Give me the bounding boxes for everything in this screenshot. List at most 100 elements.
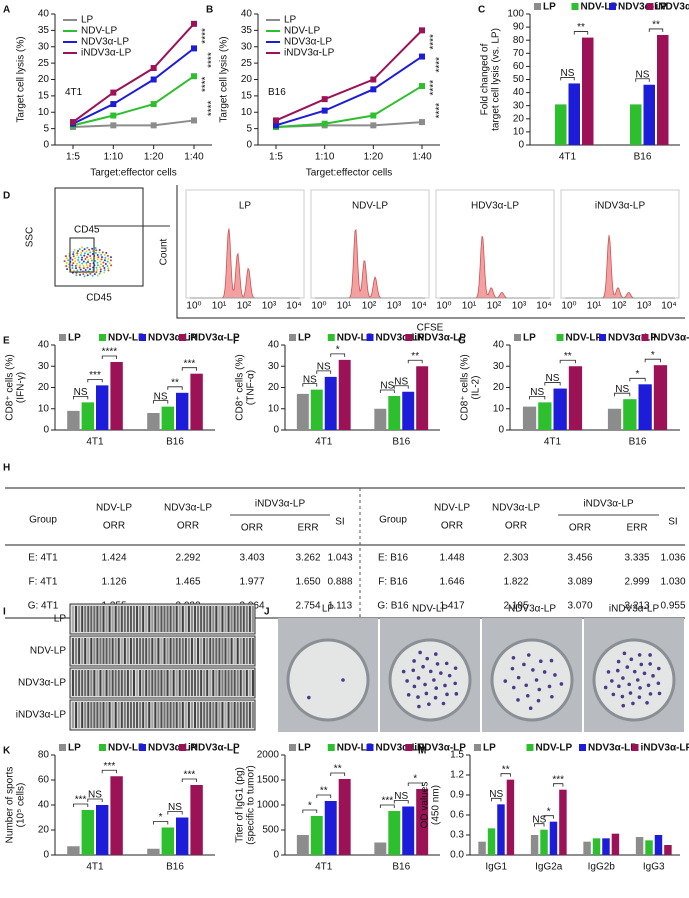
x-tick-label: B16 xyxy=(629,437,647,448)
bar xyxy=(506,779,515,855)
table-header: SI xyxy=(668,517,677,528)
flow-dot xyxy=(81,262,84,265)
spot xyxy=(418,650,422,655)
gel-band xyxy=(151,670,154,696)
gel-band xyxy=(163,670,166,696)
significance: ** xyxy=(334,764,342,775)
significance-bracket xyxy=(543,815,554,819)
significance-bracket xyxy=(544,382,561,386)
significance-bracket xyxy=(559,359,576,364)
y-tick-label: 10 xyxy=(268,403,280,414)
gel-band xyxy=(215,638,218,664)
table-subheader: ORR xyxy=(177,521,199,532)
gel-band xyxy=(133,638,135,664)
significance: NS xyxy=(532,814,546,825)
gel-band xyxy=(78,638,81,664)
gel-band xyxy=(248,638,251,664)
gel-band xyxy=(224,638,227,664)
gel-band xyxy=(242,702,245,728)
histogram xyxy=(336,228,416,299)
flow-dot xyxy=(102,261,105,264)
flow-dot xyxy=(77,256,80,259)
significance: **** xyxy=(201,76,212,92)
bar xyxy=(81,402,94,430)
y-tick-label: 50 xyxy=(513,74,525,85)
y-tick-label: 40 xyxy=(493,340,505,351)
legend-label: iNDV3α-LP xyxy=(656,2,689,13)
x-tick-label: 1:20 xyxy=(144,152,164,163)
bar xyxy=(530,835,539,855)
histogram xyxy=(586,235,666,299)
gel-band xyxy=(175,606,178,632)
gel-band xyxy=(139,638,142,664)
panel-letter: I xyxy=(3,607,6,618)
bar xyxy=(374,408,387,430)
gel-band xyxy=(84,638,87,664)
gel-band xyxy=(123,670,126,696)
table-cell: 1.646 xyxy=(439,577,464,588)
table-cell: 1.465 xyxy=(175,577,200,588)
flow-dot xyxy=(72,251,75,254)
flow-dot xyxy=(78,261,81,264)
significance-bracket xyxy=(73,803,89,807)
flow-dot xyxy=(82,273,85,276)
gel-band xyxy=(209,702,212,728)
well xyxy=(592,638,676,722)
bar xyxy=(67,410,80,430)
gel-band xyxy=(178,702,181,728)
gel-band xyxy=(111,670,114,696)
spot xyxy=(444,661,449,666)
flow-dot xyxy=(76,254,79,257)
legend-label: LP xyxy=(298,333,311,344)
gel-band xyxy=(72,670,74,696)
gel-band xyxy=(87,606,90,632)
flow-dot xyxy=(83,248,86,251)
legend-label: NDV3α-LP xyxy=(618,2,667,13)
gel-band xyxy=(126,638,129,664)
gel-band xyxy=(236,638,239,664)
y-tick-label: 20 xyxy=(493,382,505,393)
bar xyxy=(67,846,80,855)
spot xyxy=(637,695,642,699)
gel-band xyxy=(242,606,245,632)
gel-band xyxy=(163,638,166,664)
flow-dot xyxy=(98,251,101,254)
flow-dot xyxy=(96,253,99,256)
well-label: iNDV3α-LP xyxy=(609,604,660,615)
gel-band xyxy=(139,702,142,728)
gel-band xyxy=(218,670,221,696)
significance: **** xyxy=(429,34,440,50)
well-label: LP xyxy=(322,604,335,615)
flow-dot xyxy=(99,260,102,263)
flow-dot xyxy=(98,272,101,275)
bar xyxy=(388,811,401,855)
point xyxy=(321,120,328,127)
flow-dot xyxy=(75,262,78,265)
table-header: NDV-LP xyxy=(434,503,470,514)
y-tick-label: 5 xyxy=(43,123,49,134)
y-tick-label: 1000 xyxy=(257,800,280,811)
gel-band xyxy=(224,606,227,632)
gel-band xyxy=(194,638,196,664)
gel-band xyxy=(227,702,230,728)
gel-band xyxy=(245,638,248,664)
bar xyxy=(96,805,109,855)
spot xyxy=(616,659,621,664)
gel-band xyxy=(181,638,184,664)
gel-band xyxy=(145,702,148,728)
gel-band xyxy=(245,702,248,728)
y-tick-label: 15 xyxy=(38,91,50,102)
gel-band xyxy=(96,606,99,632)
gel-band xyxy=(209,638,212,664)
spot xyxy=(656,666,661,671)
flow-dot xyxy=(91,253,94,256)
y-axis-label: target cell lysis (vs. LP) xyxy=(491,28,502,131)
significance-bracket xyxy=(153,400,169,404)
table-cell: 1.030 xyxy=(660,577,685,588)
bar xyxy=(654,835,663,855)
bar xyxy=(630,104,642,145)
x-tick-label: 1:10 xyxy=(104,152,124,163)
flow-dot xyxy=(65,257,68,260)
gel-band xyxy=(151,702,154,728)
legend-swatch xyxy=(179,744,186,751)
